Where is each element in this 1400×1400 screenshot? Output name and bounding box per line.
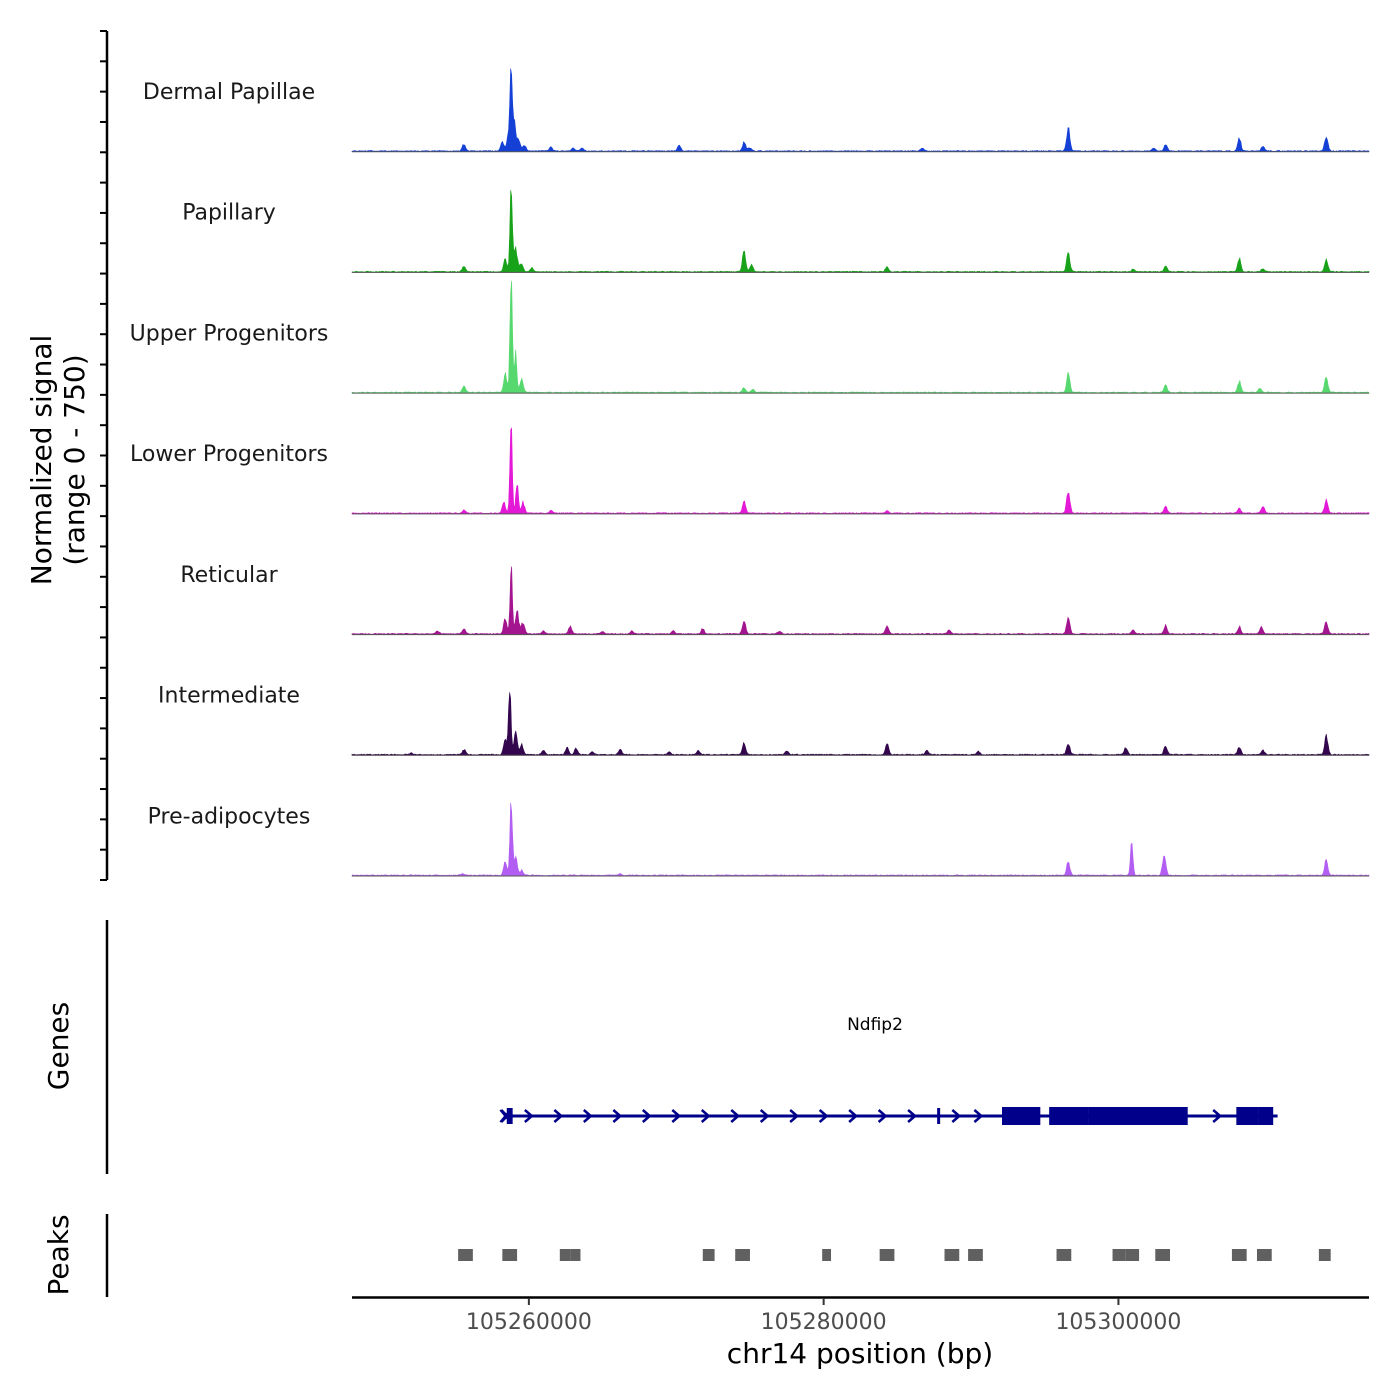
coverage-y-axis-title: Normalized signal [25, 335, 58, 586]
strand-arrow [1144, 1109, 1155, 1123]
peak-region [1056, 1249, 1072, 1261]
track-label: Intermediate [158, 684, 300, 709]
strand-arrow [641, 1109, 652, 1123]
genes-y-axis-title: Genes [42, 1002, 75, 1090]
strand-arrow [848, 1109, 859, 1123]
coverage-track-4: Reticular [180, 563, 1370, 636]
peak-region [822, 1249, 832, 1261]
coverage-area [351, 280, 1370, 394]
coverage-track-2: Upper Progenitors [130, 280, 1370, 394]
x-axis-title: chr14 position (bp) [727, 1337, 993, 1370]
coverage-area [351, 692, 1370, 756]
coverage-panel: Dermal Papillae Papillary Upper Progenitor… [130, 68, 1370, 877]
track-label: Upper Progenitors [130, 321, 329, 346]
strand-arrow [759, 1109, 770, 1123]
peaks-y-axis-title: Peaks [42, 1214, 75, 1295]
peak-region [968, 1249, 983, 1261]
peaks-panel: Peaks [42, 1214, 1331, 1297]
peak-region [1318, 1249, 1331, 1261]
gene-exon [937, 1108, 941, 1124]
peak-region [1256, 1249, 1272, 1261]
strand-arrow [700, 1109, 711, 1123]
gene-exon [1236, 1107, 1259, 1125]
coverage-area [351, 190, 1370, 273]
peak-region [1231, 1249, 1247, 1261]
peak-region [735, 1249, 750, 1261]
peak-region [502, 1249, 518, 1261]
x-tick-label: 105260000 [466, 1310, 592, 1335]
coverage-area [351, 68, 1370, 153]
coverage-area [351, 427, 1370, 515]
peak-region [1112, 1249, 1126, 1261]
gene-start-marker [499, 1109, 512, 1123]
coverage-y-axis-range: (range 0 - 750) [58, 354, 91, 565]
tss-marker [500, 1109, 510, 1123]
coverage-track-6: Pre-adipocytes [148, 802, 1370, 877]
x-tick-label: 105280000 [761, 1310, 887, 1335]
peak-region [559, 1249, 571, 1261]
x-tick-label: 105300000 [1055, 1310, 1181, 1335]
strand-arrow [612, 1109, 623, 1123]
strand-arrow [877, 1109, 888, 1123]
strand-arrow [789, 1109, 800, 1123]
strand-arrow [818, 1109, 829, 1123]
track-label: Papillary [182, 201, 276, 226]
gene-exon [1088, 1107, 1188, 1125]
peak-region [458, 1249, 473, 1261]
strand-arrow [973, 1109, 984, 1123]
coverage-area [351, 566, 1370, 635]
strand-arrow [1212, 1109, 1223, 1123]
gene-label-ndfip2: Ndfip2 [847, 1015, 903, 1035]
coverage-track-5: Intermediate [158, 684, 1370, 756]
peak-region [944, 1249, 960, 1261]
strand-arrow [671, 1109, 682, 1123]
x-axis: chr14 position (bp) 105260000 105280000 10… [352, 1296, 1369, 1370]
gene-exon [1258, 1107, 1274, 1125]
track-label: Dermal Papillae [143, 80, 315, 105]
strand-arrow [730, 1109, 741, 1123]
peak-region [570, 1249, 581, 1261]
gene-exon [1049, 1107, 1089, 1125]
coverage-track-0: Dermal Papillae [143, 68, 1370, 153]
gene-exon [506, 1108, 513, 1124]
gene-exon [1001, 1107, 1041, 1125]
peak-region [879, 1249, 895, 1261]
coverage-track-1: Papillary [182, 190, 1370, 273]
strand-arrow [907, 1109, 918, 1123]
strand-arrow [524, 1109, 534, 1123]
track-label: Pre-adipocytes [148, 804, 311, 829]
track-label: Reticular [180, 563, 278, 588]
coverage-area [351, 802, 1370, 877]
coverage-y-axis [100, 30, 109, 881]
track-label: Lower Progenitors [130, 442, 328, 467]
genes-panel: Genes Ndfip2 [42, 920, 1278, 1174]
coverage-track-3: Lower Progenitors [130, 427, 1370, 515]
peak-region [1155, 1249, 1171, 1261]
peak-region [702, 1249, 715, 1261]
strand-arrow [951, 1109, 962, 1123]
strand-arrow [583, 1109, 593, 1123]
strand-arrow [553, 1109, 564, 1123]
peak-region [1125, 1249, 1140, 1261]
